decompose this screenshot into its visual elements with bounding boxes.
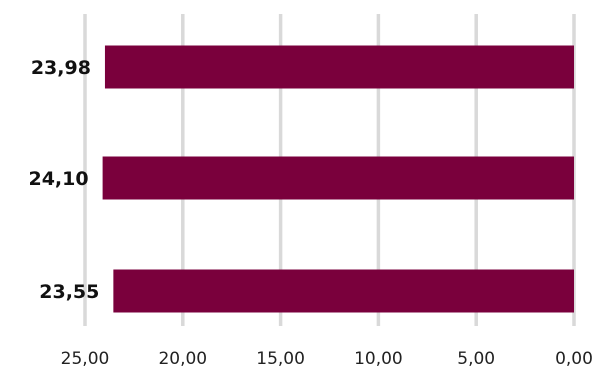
bar-value-label: 24,10: [28, 168, 88, 190]
bar-value-label: 23,98: [31, 57, 91, 79]
x-tick-label: 10,00: [354, 349, 403, 368]
bars: [102, 45, 574, 313]
x-axis-tick-labels: 25,00 20,00 15,00 10,00 5,00 0,00: [61, 349, 593, 368]
bar: [113, 269, 574, 313]
bar: [104, 45, 574, 89]
bar-value-label: 23,55: [39, 281, 99, 303]
bar: [102, 156, 574, 200]
x-tick-label: 20,00: [158, 349, 207, 368]
x-tick-label: 5,00: [457, 349, 495, 368]
x-tick-label: 25,00: [61, 349, 110, 368]
x-tick-label: 0,00: [555, 349, 593, 368]
x-tick-label: 15,00: [256, 349, 305, 368]
bar-labels: 23,98 24,10 23,55: [28, 57, 99, 303]
